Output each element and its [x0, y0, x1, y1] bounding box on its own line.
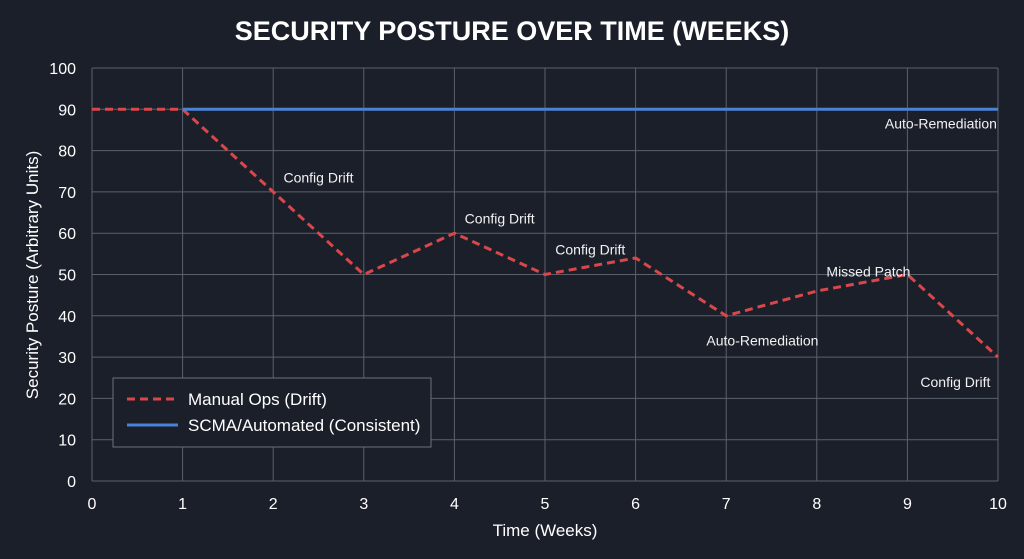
x-tick-label: 0 [88, 496, 97, 513]
y-tick-label: 20 [58, 391, 76, 408]
series-line-manual-ops [92, 107, 1000, 359]
x-tick-label: 10 [989, 496, 1007, 513]
x-tick-label: 8 [812, 496, 821, 513]
x-tick-label: 7 [722, 496, 731, 513]
annotation-label: Config Drift [920, 374, 990, 390]
y-tick-label: 50 [58, 268, 76, 285]
y-tick-label: 10 [58, 433, 76, 450]
annotation-label: Missed Patch [826, 264, 910, 280]
annotation-label: Auto-Remediation [885, 115, 997, 131]
x-tick-label: 2 [269, 496, 278, 513]
legend-label-scma-automated: SCMA/Automated (Consistent) [188, 416, 420, 435]
y-tick-label: 100 [49, 61, 76, 78]
y-tick-label: 60 [58, 226, 76, 243]
legend-label-manual-ops: Manual Ops (Drift) [188, 390, 327, 409]
annotations: Config Drift Config Drift Config Drift Auto… [283, 115, 996, 390]
x-tick-label: 3 [359, 496, 368, 513]
annotation-label: Config Drift [465, 211, 535, 227]
x-tick-label: 6 [631, 496, 640, 513]
annotation-label: Auto-Remediation [706, 333, 818, 349]
x-axis-label: Time (Weeks) [493, 521, 598, 540]
chart-title: SECURITY POSTURE OVER TIME (WEEKS) [235, 16, 790, 46]
y-tick-label: 0 [67, 474, 76, 491]
legend: Manual Ops (Drift) SCMA/Automated (Consi… [112, 377, 432, 448]
y-tick-label: 30 [58, 350, 76, 367]
y-tick-label: 40 [58, 309, 76, 326]
y-tick-label: 70 [58, 185, 76, 202]
annotation-label: Config Drift [555, 242, 625, 258]
x-tick-label: 1 [178, 496, 187, 513]
x-tick-label: 5 [541, 496, 550, 513]
y-axis-label: Security Posture (Arbitrary Units) [23, 151, 42, 399]
y-tick-label: 90 [58, 102, 76, 119]
annotation-label: Config Drift [283, 169, 353, 185]
data-series [92, 107, 1000, 359]
y-tick-label: 80 [58, 144, 76, 161]
grid-lines [91, 67, 999, 482]
x-tick-label: 9 [903, 496, 912, 513]
legend-box [112, 377, 432, 448]
x-tick-label: 4 [450, 496, 459, 513]
